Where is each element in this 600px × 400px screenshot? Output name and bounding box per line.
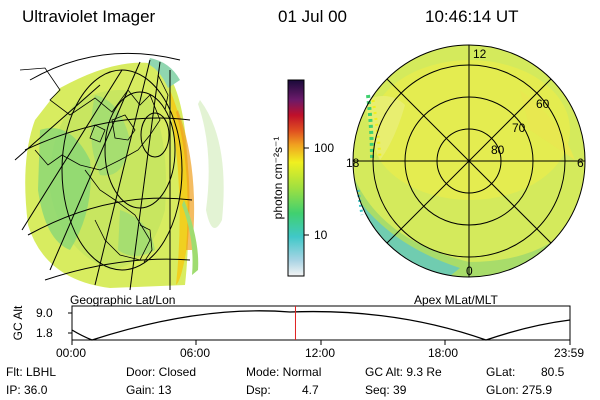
mlat-label-60: 60	[536, 97, 550, 111]
status-mode: Mode: Normal	[246, 365, 322, 379]
status-dsp-value: 4.7	[302, 383, 319, 397]
orbit-x-tick-0000: 00:00	[56, 346, 87, 360]
orbit-y-tick-9: 9.0	[36, 306, 53, 320]
status-ip: IP: 36.0	[6, 383, 48, 397]
observation-date: 01 Jul 00	[278, 7, 347, 26]
mlt-label-12: 12	[473, 47, 487, 61]
status-dsp-label: Dsp:	[246, 383, 271, 397]
mlt-label-18: 18	[346, 156, 360, 170]
mlat-label-70: 70	[512, 121, 526, 135]
status-seq: Seq: 39	[365, 383, 407, 397]
geographic-caption: Geographic Lat/Lon	[70, 293, 176, 307]
orbit-x-tick-1200: 12:00	[305, 346, 336, 360]
orbit-plot	[68, 305, 571, 345]
status-door: Door: Closed	[126, 365, 197, 379]
apex-caption: Apex MLat/MLT	[414, 293, 498, 307]
colorbar-tick-10: 10	[314, 228, 328, 242]
geographic-image	[14, 52, 224, 291]
mlt-label-6: 6	[577, 156, 584, 170]
mlat-label-80: 80	[491, 143, 505, 157]
observation-time: 10:46:14 UT	[425, 7, 519, 26]
status-glon: GLon: 275.9	[486, 383, 553, 397]
status-filter: Flt: LBHL	[6, 365, 57, 379]
orbit-x-tick-1800: 18:00	[428, 346, 459, 360]
status-gain: Gain: 13	[126, 383, 172, 397]
polar-image	[352, 44, 586, 278]
orbit-y-tick-1-8: 1.8	[36, 326, 53, 340]
status-glat-label: GLat:	[486, 365, 516, 379]
colorbar-unit-label: photon cm⁻²s⁻¹	[271, 136, 285, 220]
altitude-curve	[71, 310, 571, 341]
mlt-label-0: 0	[466, 264, 473, 278]
orbit-y-axis-label: GC Alt	[11, 305, 25, 341]
orbit-x-tick-0600: 06:00	[180, 346, 211, 360]
colorbar	[287, 79, 309, 277]
status-gc-alt: GC Alt: 9.3 Re	[365, 365, 442, 379]
orbit-x-tick-2359: 23:59	[554, 346, 585, 360]
instrument-title: Ultraviolet Imager	[22, 7, 156, 26]
colorbar-tick-100: 100	[314, 141, 335, 155]
status-glat-value: 80.5	[541, 365, 565, 379]
